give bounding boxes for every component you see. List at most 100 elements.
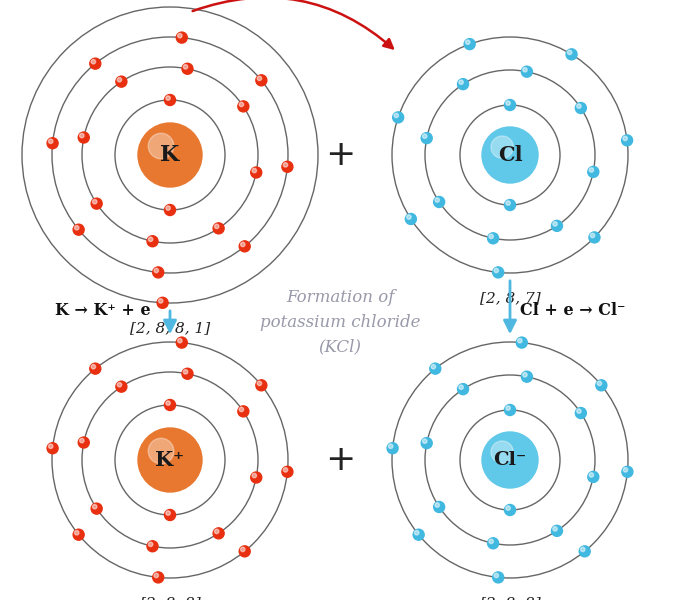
Circle shape bbox=[90, 58, 101, 69]
Circle shape bbox=[493, 267, 504, 278]
Circle shape bbox=[567, 50, 572, 55]
Circle shape bbox=[47, 138, 58, 149]
Circle shape bbox=[78, 132, 89, 143]
Circle shape bbox=[148, 438, 174, 464]
Circle shape bbox=[182, 63, 193, 74]
Circle shape bbox=[553, 527, 557, 531]
Circle shape bbox=[388, 444, 393, 448]
Circle shape bbox=[92, 505, 97, 509]
Circle shape bbox=[282, 161, 293, 172]
Circle shape bbox=[176, 337, 187, 348]
Circle shape bbox=[458, 383, 469, 395]
Circle shape bbox=[138, 428, 202, 492]
Circle shape bbox=[47, 443, 58, 454]
Circle shape bbox=[165, 400, 175, 410]
Circle shape bbox=[257, 381, 262, 386]
Circle shape bbox=[622, 466, 633, 477]
Text: [2, 8, 7]: [2, 8, 7] bbox=[479, 291, 541, 305]
Circle shape bbox=[117, 383, 122, 387]
Circle shape bbox=[239, 102, 243, 107]
Circle shape bbox=[282, 466, 293, 477]
Circle shape bbox=[257, 76, 262, 80]
Circle shape bbox=[177, 338, 182, 343]
Circle shape bbox=[117, 77, 122, 82]
Circle shape bbox=[523, 68, 527, 72]
Text: K⁺: K⁺ bbox=[156, 450, 184, 470]
Circle shape bbox=[73, 224, 84, 235]
Text: K → K⁺ + e: K → K⁺ + e bbox=[55, 302, 151, 319]
Circle shape bbox=[581, 547, 585, 551]
Circle shape bbox=[551, 220, 562, 232]
Circle shape bbox=[165, 94, 175, 106]
Circle shape bbox=[154, 268, 158, 272]
Circle shape bbox=[516, 337, 527, 348]
Circle shape bbox=[434, 502, 445, 512]
Circle shape bbox=[493, 572, 504, 583]
Circle shape bbox=[494, 573, 498, 578]
Text: +: + bbox=[325, 138, 355, 172]
Circle shape bbox=[394, 113, 398, 118]
Circle shape bbox=[488, 538, 498, 549]
Circle shape bbox=[75, 530, 79, 535]
Circle shape bbox=[75, 226, 79, 230]
Circle shape bbox=[421, 133, 432, 143]
Circle shape bbox=[506, 406, 510, 410]
Circle shape bbox=[458, 79, 469, 89]
Circle shape bbox=[407, 215, 411, 219]
Circle shape bbox=[489, 234, 494, 239]
Circle shape bbox=[116, 381, 127, 392]
Text: Cl + e → Cl⁻: Cl + e → Cl⁻ bbox=[520, 302, 625, 319]
Circle shape bbox=[506, 201, 510, 205]
Circle shape bbox=[505, 404, 515, 415]
Circle shape bbox=[213, 223, 224, 234]
Circle shape bbox=[176, 32, 187, 43]
Circle shape bbox=[148, 237, 153, 242]
Circle shape bbox=[588, 472, 599, 482]
Circle shape bbox=[505, 199, 515, 211]
Circle shape bbox=[184, 370, 188, 374]
FancyArrowPatch shape bbox=[192, 0, 393, 49]
Circle shape bbox=[184, 65, 188, 69]
Circle shape bbox=[252, 169, 256, 173]
Circle shape bbox=[494, 268, 498, 272]
Circle shape bbox=[434, 196, 445, 208]
Circle shape bbox=[589, 473, 594, 477]
Circle shape bbox=[48, 139, 53, 143]
Circle shape bbox=[431, 365, 436, 369]
Circle shape bbox=[464, 38, 475, 50]
Circle shape bbox=[238, 406, 249, 417]
Circle shape bbox=[90, 363, 101, 374]
Circle shape bbox=[466, 40, 470, 44]
Circle shape bbox=[154, 573, 158, 578]
Circle shape bbox=[165, 509, 175, 520]
Circle shape bbox=[238, 101, 249, 112]
Circle shape bbox=[147, 541, 158, 552]
Circle shape bbox=[182, 368, 193, 379]
Text: Cl⁻: Cl⁻ bbox=[494, 451, 526, 469]
Circle shape bbox=[491, 136, 513, 158]
Circle shape bbox=[505, 505, 515, 515]
Circle shape bbox=[251, 167, 262, 178]
Circle shape bbox=[256, 75, 267, 86]
Circle shape bbox=[239, 241, 250, 252]
Circle shape bbox=[624, 467, 628, 472]
Circle shape bbox=[491, 441, 513, 463]
Circle shape bbox=[256, 380, 267, 391]
Circle shape bbox=[252, 473, 256, 478]
Circle shape bbox=[157, 298, 168, 308]
Circle shape bbox=[589, 168, 594, 172]
Circle shape bbox=[148, 133, 174, 159]
Circle shape bbox=[166, 96, 170, 100]
Circle shape bbox=[522, 66, 532, 77]
Circle shape bbox=[91, 59, 96, 64]
Circle shape bbox=[523, 373, 527, 377]
Circle shape bbox=[92, 199, 97, 204]
Circle shape bbox=[73, 529, 84, 540]
Circle shape bbox=[241, 242, 245, 247]
Circle shape bbox=[148, 542, 153, 547]
Text: K: K bbox=[160, 144, 180, 166]
Text: Cl: Cl bbox=[498, 145, 522, 165]
Circle shape bbox=[166, 206, 170, 210]
Circle shape bbox=[579, 546, 590, 557]
Circle shape bbox=[596, 380, 607, 391]
